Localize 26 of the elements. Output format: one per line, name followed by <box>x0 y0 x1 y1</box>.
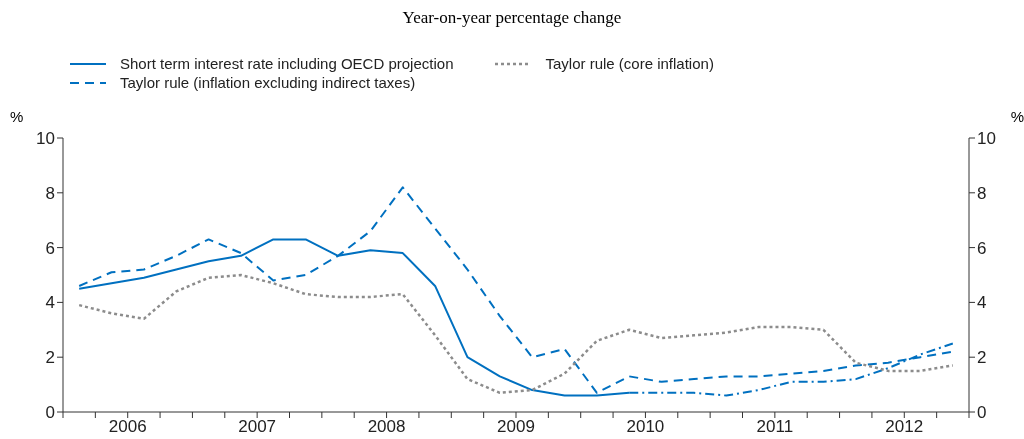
y-tick-label: 6 <box>45 238 55 258</box>
y-tick-label: 0 <box>45 403 55 423</box>
line-series <box>77 273 955 395</box>
y2-tick-label: 2 <box>977 348 987 368</box>
y2-tick-label: 10 <box>977 129 996 149</box>
y2-tick-label: 4 <box>977 293 987 313</box>
y-tick-label: 4 <box>45 293 55 313</box>
x-tick-label: 2009 <box>497 417 535 437</box>
y-tick-label: 10 <box>36 129 55 149</box>
y2-tick-label: 0 <box>977 403 987 423</box>
y2-tick-label: 6 <box>977 238 987 258</box>
x-tick-label: 2011 <box>756 417 794 437</box>
y-tick-label: 8 <box>45 183 55 203</box>
x-tick-label: 2008 <box>367 417 406 437</box>
x-tick-label: 2010 <box>626 417 665 437</box>
chart-subtitle: Year-on-year percentage change <box>401 8 623 29</box>
y2-tick-label: 8 <box>977 183 987 203</box>
y-tick-label: 2 <box>45 348 55 368</box>
x-tick-label: 2007 <box>238 417 277 437</box>
legend-label: Short term interest rate including OECD projection <box>120 55 454 72</box>
legend-label: Taylor rule (inflation excluding indirect taxes) <box>120 74 416 91</box>
y2-axis-title: % <box>1010 108 1024 125</box>
legend-label: Taylor rule (core inflation) <box>545 55 714 72</box>
x-tick-label: 2012 <box>885 417 924 437</box>
y-axis-title: % <box>10 108 24 125</box>
x-tick-label: 2006 <box>108 417 147 437</box>
